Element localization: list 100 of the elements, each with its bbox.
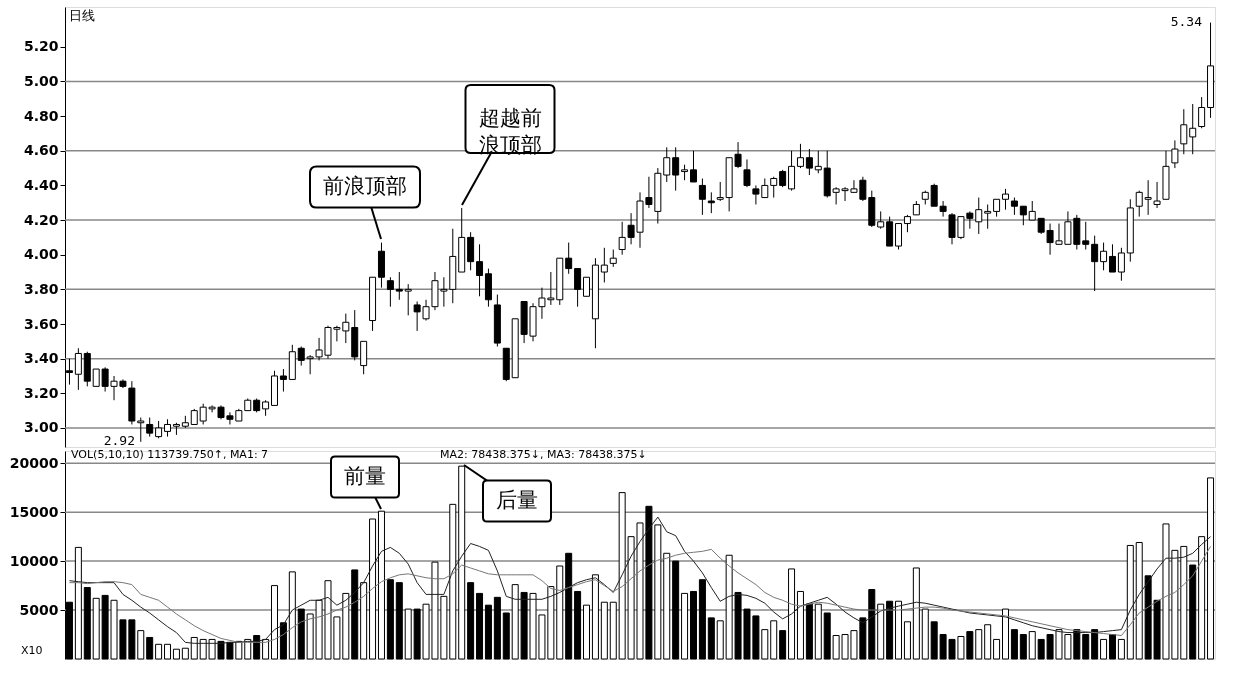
bar [377, 510, 385, 660]
y-tick-label: 4.60 [23, 142, 59, 159]
bar [190, 636, 198, 660]
bar [493, 596, 501, 660]
annotation: 后量 [496, 488, 538, 512]
bar [83, 587, 91, 660]
candlestick [279, 368, 287, 393]
bar [155, 643, 163, 660]
bar [574, 590, 582, 660]
bar [369, 518, 377, 660]
candlestick [707, 191, 715, 214]
candlestick [1019, 205, 1027, 226]
y-tick-label: 4.00 [23, 246, 59, 263]
bar [770, 620, 778, 660]
y-tick-label: 15000 [9, 503, 59, 520]
candlestick [583, 276, 591, 297]
bar [912, 567, 920, 660]
y-tick-label: 3.20 [23, 384, 59, 401]
bar [279, 622, 287, 660]
annotation: MA2: 78438.375↓, MA3: 78438.375↓ [440, 448, 647, 461]
bar [297, 608, 305, 660]
candlestick [1171, 139, 1179, 169]
bar [244, 638, 252, 660]
candlestick [395, 271, 403, 301]
candlestick [476, 243, 484, 297]
bar [288, 571, 296, 660]
chart-title: 日线 [69, 8, 95, 23]
candlestick [770, 176, 778, 199]
candlestick [1002, 188, 1009, 211]
bar [903, 621, 911, 660]
bar [921, 608, 929, 660]
bar [886, 600, 894, 660]
annotation: 前浪顶部 [323, 174, 407, 198]
bar [796, 590, 804, 660]
bar [609, 601, 617, 660]
candlestick [689, 150, 697, 183]
bar [1117, 638, 1125, 660]
candlestick [1028, 200, 1036, 221]
bar [814, 603, 822, 660]
candlestick [805, 148, 813, 176]
candlestick [297, 346, 305, 367]
bar [1207, 477, 1215, 660]
bar [993, 638, 1001, 660]
annotation: 前量 [344, 464, 386, 488]
bar [565, 552, 573, 660]
bar [467, 582, 475, 660]
bar [663, 552, 671, 660]
candlestick [146, 417, 154, 438]
line-series [68, 516, 1212, 644]
bar [698, 579, 706, 660]
bar [253, 635, 261, 660]
candlestick [386, 276, 394, 308]
bar [271, 585, 278, 660]
candlestick [404, 283, 412, 316]
y-tick-label: 20000 [9, 454, 59, 471]
bar [681, 592, 689, 660]
y-tick-label: 5.00 [23, 72, 59, 89]
bar [1189, 564, 1197, 660]
bar [583, 604, 591, 660]
candlestick [1153, 181, 1161, 209]
candlestick [1091, 235, 1099, 292]
bar [1100, 638, 1108, 660]
bar [181, 647, 189, 660]
candlestick [698, 178, 706, 216]
y-tick-label: 3.00 [23, 419, 59, 436]
candlestick [1180, 108, 1188, 155]
candlestick [796, 143, 804, 169]
candlestick [574, 268, 582, 308]
y-tick-label: 5.20 [23, 38, 59, 55]
bar [1019, 634, 1027, 660]
candlestick [1108, 243, 1116, 273]
y-tick-label: 5000 [19, 601, 59, 618]
candlestick [600, 247, 608, 283]
annotation: VOL(5,10,10) 113739.750↑, MA1: 7 [71, 448, 269, 461]
bar [1010, 629, 1018, 660]
annotation: 2.92 [103, 433, 135, 448]
bar [975, 629, 983, 660]
bar [476, 592, 484, 660]
candlestick [1082, 221, 1090, 251]
bar [984, 624, 992, 660]
candlestick [74, 347, 82, 391]
candlestick [1100, 242, 1108, 271]
candlestick [975, 197, 983, 235]
bar [172, 648, 180, 660]
bar [395, 582, 403, 660]
y-tick-label: 4.80 [23, 107, 59, 124]
bar [1028, 631, 1036, 660]
candlestick [663, 146, 671, 183]
bar [779, 630, 787, 660]
bar [351, 569, 359, 660]
candlestick [743, 158, 751, 188]
bar [1198, 536, 1206, 660]
bar [591, 574, 599, 660]
y-tick-label: 3.80 [23, 280, 59, 297]
bar [1082, 634, 1090, 660]
bar [74, 546, 82, 660]
candlestick [565, 242, 573, 275]
bar [1108, 634, 1116, 660]
bar [689, 590, 697, 660]
bar [1002, 608, 1009, 660]
